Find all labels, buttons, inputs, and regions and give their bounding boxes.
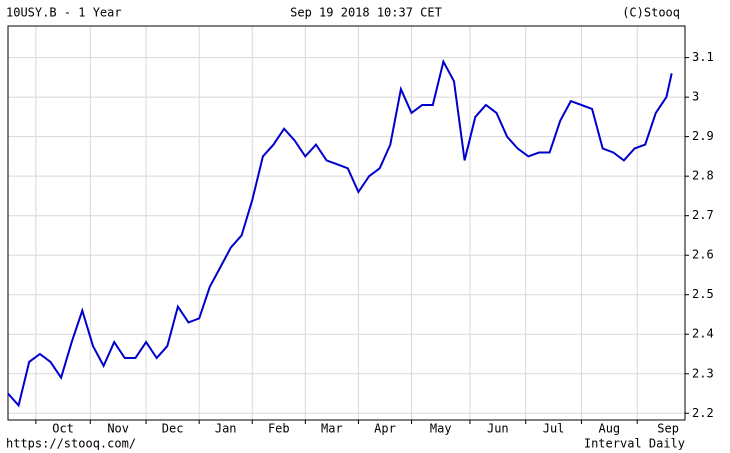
y-tick-label: 2.6 <box>692 248 714 262</box>
x-tick-label: Sep <box>657 422 679 436</box>
x-tick-label: Jun <box>487 422 509 436</box>
x-tick-label: Mar <box>321 422 343 436</box>
x-tick-label: Dec <box>162 422 184 436</box>
y-tick-label: 2.5 <box>692 287 714 301</box>
x-tick-label: Nov <box>107 422 129 436</box>
y-tick-label: 2.4 <box>692 327 714 341</box>
y-tick-label: 2.3 <box>692 366 714 380</box>
x-tick-label: Aug <box>598 422 620 436</box>
x-tick-label: Apr <box>374 422 396 436</box>
interval: Interval Daily <box>584 437 685 451</box>
chart-title: 10USY.B - 1 Year <box>6 6 122 20</box>
plot-frame <box>7 25 686 421</box>
url: https://stooq.com/ <box>6 437 136 451</box>
source: (C)Stooq <box>622 6 680 20</box>
x-tick-label: Jul <box>543 422 565 436</box>
y-tick-label: 2.9 <box>692 129 714 143</box>
y-tick-label: 2.7 <box>692 208 714 222</box>
x-tick-label: Feb <box>268 422 290 436</box>
x-tick-label: May <box>430 422 452 436</box>
y-tick-label: 3.1 <box>692 50 714 64</box>
series-line <box>7 58 673 408</box>
x-tick-label: Oct <box>52 422 74 436</box>
chart-subtitle: Sep 19 2018 10:37 CET <box>290 6 442 20</box>
y-tick-label: 3 <box>692 90 699 104</box>
y-tick-label: 2.2 <box>692 406 714 420</box>
x-tick-label: Jan <box>215 422 237 436</box>
y-tick-label: 2.8 <box>692 169 714 183</box>
